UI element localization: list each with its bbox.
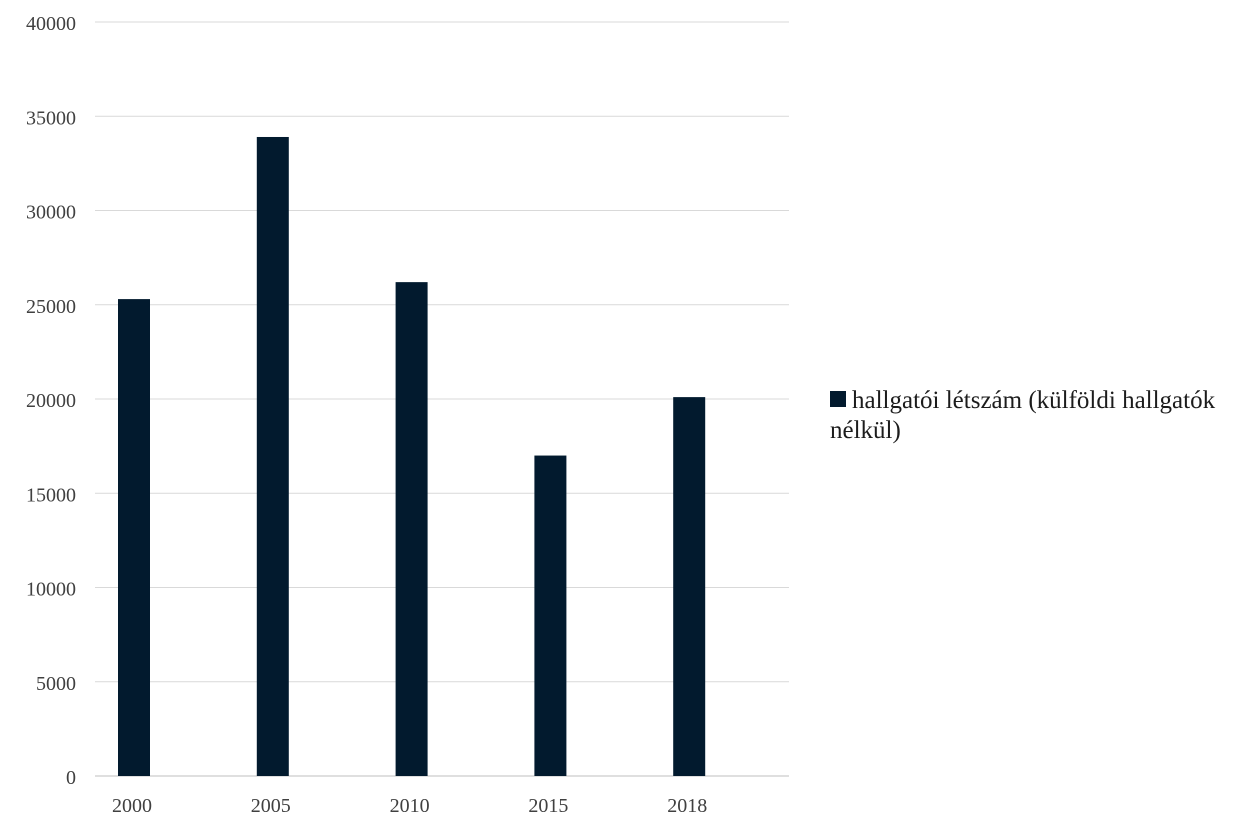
y-tick-label: 10000 bbox=[26, 579, 76, 601]
y-tick-label: 25000 bbox=[26, 296, 76, 318]
bars bbox=[118, 136, 706, 777]
y-tick-label: 20000 bbox=[26, 390, 76, 412]
bar-2018 bbox=[673, 397, 706, 776]
y-tick-label: 15000 bbox=[26, 484, 76, 506]
y-tick-label: 0 bbox=[66, 767, 76, 789]
gridlines bbox=[95, 21, 789, 777]
bar-2010 bbox=[395, 282, 428, 776]
x-tick-label: 2018 bbox=[667, 795, 707, 816]
y-tick-label: 35000 bbox=[26, 107, 76, 129]
legend-swatch bbox=[830, 391, 846, 407]
y-tick-label: 5000 bbox=[36, 673, 76, 695]
x-tick-label: 2015 bbox=[528, 795, 568, 816]
legend-label: hallgatói létszám (külföldi hallgatók né… bbox=[830, 387, 1216, 444]
y-tick-label: 30000 bbox=[26, 202, 76, 224]
x-tick-label: 2000 bbox=[112, 795, 152, 816]
bar-2005 bbox=[256, 136, 289, 777]
bar-2000 bbox=[118, 299, 150, 776]
bar-2015 bbox=[534, 455, 567, 776]
y-tick-label: 40000 bbox=[26, 13, 76, 35]
x-tick-label: 2010 bbox=[390, 795, 430, 816]
axes: 0 5000 10000 15000 20000 25000 30000 35000 40000… bbox=[26, 13, 707, 817]
legend: hallgatói létszám (külföldi hallgatók né… bbox=[830, 386, 1230, 446]
x-tick-label: 2005 bbox=[251, 795, 291, 816]
